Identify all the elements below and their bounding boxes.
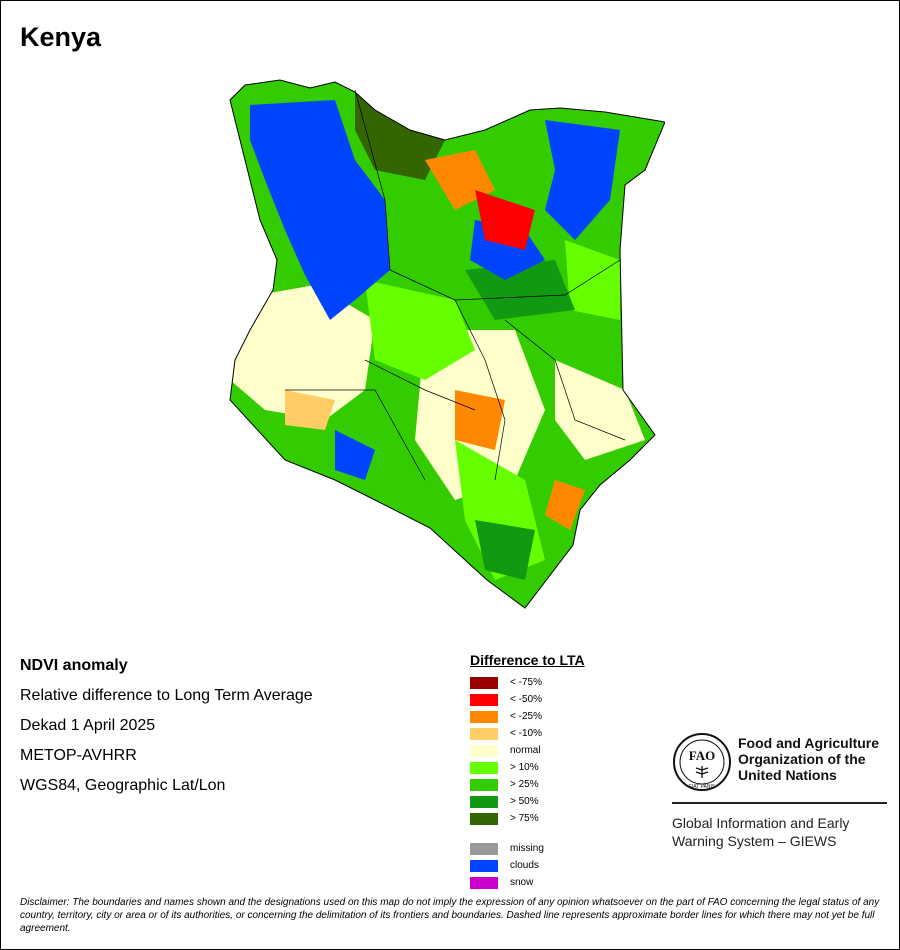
legend-class-swatch <box>470 693 498 706</box>
legend-extra-swatch <box>470 876 498 889</box>
legend-class-row: < -75% <box>470 674 585 691</box>
legend-extra-row: missing <box>470 840 585 857</box>
disclaimer: Disclaimer: The boundaries and names sho… <box>20 897 880 934</box>
legend-class-label: < -50% <box>510 694 542 705</box>
legend-class-row: < -25% <box>470 708 585 725</box>
legend-extra-label: snow <box>510 877 534 888</box>
info-description: Relative difference to Long Term Average <box>20 687 313 704</box>
legend-class-label: < -25% <box>510 711 542 722</box>
legend-class-swatch <box>470 778 498 791</box>
info-projection: WGS84, Geographic Lat/Lon <box>20 777 226 794</box>
legend-extra: missing clouds snow <box>470 840 585 891</box>
legend-title: Difference to LTA <box>470 652 585 668</box>
fao-logo-letters: FAO <box>689 748 715 763</box>
legend-class-label: normal <box>510 745 541 756</box>
org-name: Food and Agriculture Organization of the… <box>738 735 880 783</box>
legend-class-label: > 50% <box>510 796 539 807</box>
legend-class-label: > 75% <box>510 813 539 824</box>
legend-class-row: > 75% <box>470 810 585 827</box>
legend-class-label: > 25% <box>510 779 539 790</box>
legend-extra-label: missing <box>510 843 544 854</box>
legend-class-label: < -75% <box>510 677 542 688</box>
fao-logo-icon: FAO FIAT PANIS <box>673 733 731 791</box>
program-name: Global Information and Early Warning Sys… <box>672 815 850 849</box>
legend-extra-swatch <box>470 842 498 855</box>
legend-class-row: > 25% <box>470 776 585 793</box>
legend-class-swatch <box>470 795 498 808</box>
legend-class-row: < -50% <box>470 691 585 708</box>
legend-classes: < -75% < -50% < -25% < -10% normal > 10% > 25%… <box>470 674 585 827</box>
divider <box>672 802 887 804</box>
legend-class-swatch <box>470 727 498 740</box>
legend-class-label: < -10% <box>510 728 542 739</box>
info-sensor: METOP-AVHRR <box>20 747 137 764</box>
info-product: NDVI anomaly <box>20 657 128 674</box>
legend-class-swatch <box>470 744 498 757</box>
legend-class-swatch <box>470 812 498 825</box>
legend-class-row: normal <box>470 742 585 759</box>
map-title: Kenya <box>20 22 102 52</box>
legend-class-label: > 10% <box>510 762 539 773</box>
info-date: Dekad 1 April 2025 <box>20 717 156 734</box>
legend-extra-row: clouds <box>470 857 585 874</box>
kenya-ndvi-map <box>229 79 665 609</box>
legend-extra-row: snow <box>470 874 585 891</box>
legend-class-row: > 50% <box>470 793 585 810</box>
legend-class-swatch <box>470 710 498 723</box>
legend-class-row: < -10% <box>470 725 585 742</box>
legend-class-row: > 10% <box>470 759 585 776</box>
legend-class-swatch <box>470 761 498 774</box>
legend-extra-label: clouds <box>510 860 539 871</box>
fao-logo-motto: FIAT PANIS <box>689 784 716 790</box>
legend: Difference to LTA < -75% < -50% < -25% < -1… <box>470 652 585 891</box>
legend-class-swatch <box>470 676 498 689</box>
map-info: NDVI anomaly Relative difference to Long… <box>20 656 313 806</box>
legend-extra-swatch <box>470 859 498 872</box>
